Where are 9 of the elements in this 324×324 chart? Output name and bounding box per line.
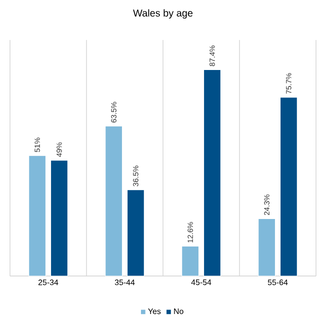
- bar: [258, 218, 276, 276]
- bar: [126, 190, 144, 276]
- bar: [28, 155, 46, 276]
- bar: [105, 126, 123, 276]
- bar: [182, 246, 200, 276]
- bar: [280, 97, 298, 276]
- bar: [203, 69, 221, 276]
- bar: [50, 160, 68, 276]
- chart-title: Wales by age: [133, 9, 193, 19]
